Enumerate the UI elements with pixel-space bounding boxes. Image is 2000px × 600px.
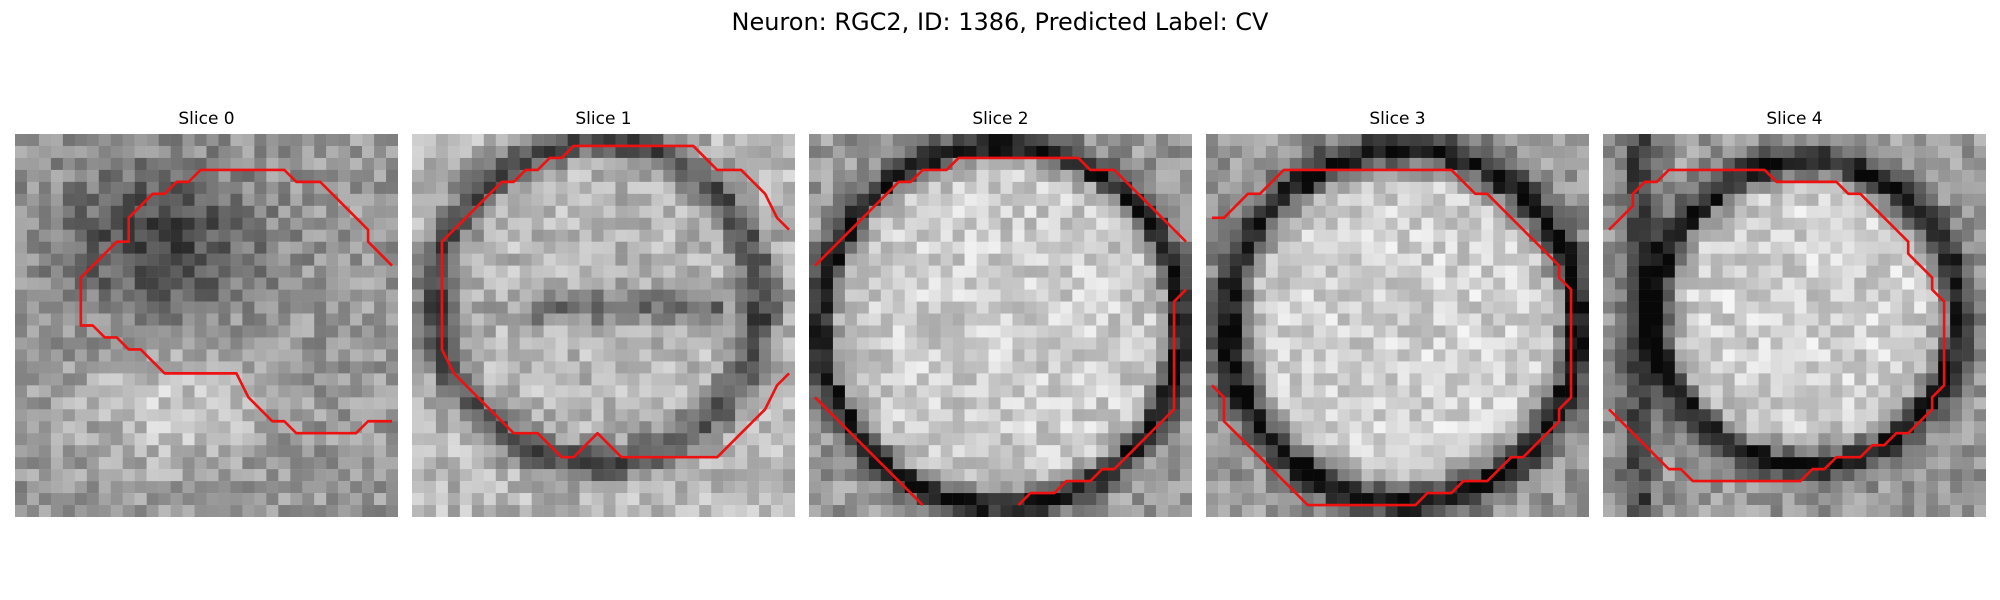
slice-image xyxy=(15,134,398,517)
slice-pixel-grid xyxy=(412,134,795,517)
slice-panel: Slice 2 xyxy=(809,108,1192,533)
slice-image xyxy=(1603,134,1986,517)
segmentation-contour xyxy=(440,144,790,459)
slice-panel: Slice 4 xyxy=(1603,108,1986,533)
slice-image xyxy=(1206,134,1589,517)
slice-title: Slice 3 xyxy=(1369,109,1426,129)
slice-image xyxy=(412,134,795,517)
slice-title: Slice 1 xyxy=(575,109,632,129)
slice-title: Slice 2 xyxy=(972,109,1029,129)
figure-title: Neuron: RGC2, ID: 1386, Predicted Label:… xyxy=(731,8,1269,36)
slice-pixel-grid xyxy=(809,134,1192,517)
slice-pixel-grid xyxy=(1206,134,1589,517)
slice-pixel-grid xyxy=(15,134,398,517)
slice-panel: Slice 3 xyxy=(1206,108,1589,533)
segmentation-contour xyxy=(79,168,393,435)
segmentation-contour xyxy=(1211,168,1573,507)
slice-panel: Slice 0 xyxy=(15,108,398,533)
slice-title: Slice 0 xyxy=(178,109,235,129)
segmentation-contour xyxy=(1608,168,1946,483)
slice-pixel-grid xyxy=(1603,134,1986,517)
slice-image xyxy=(809,134,1192,517)
slice-panel: Slice 1 xyxy=(412,108,795,533)
slice-title: Slice 4 xyxy=(1766,109,1823,129)
segmentation-contour xyxy=(814,156,1187,506)
